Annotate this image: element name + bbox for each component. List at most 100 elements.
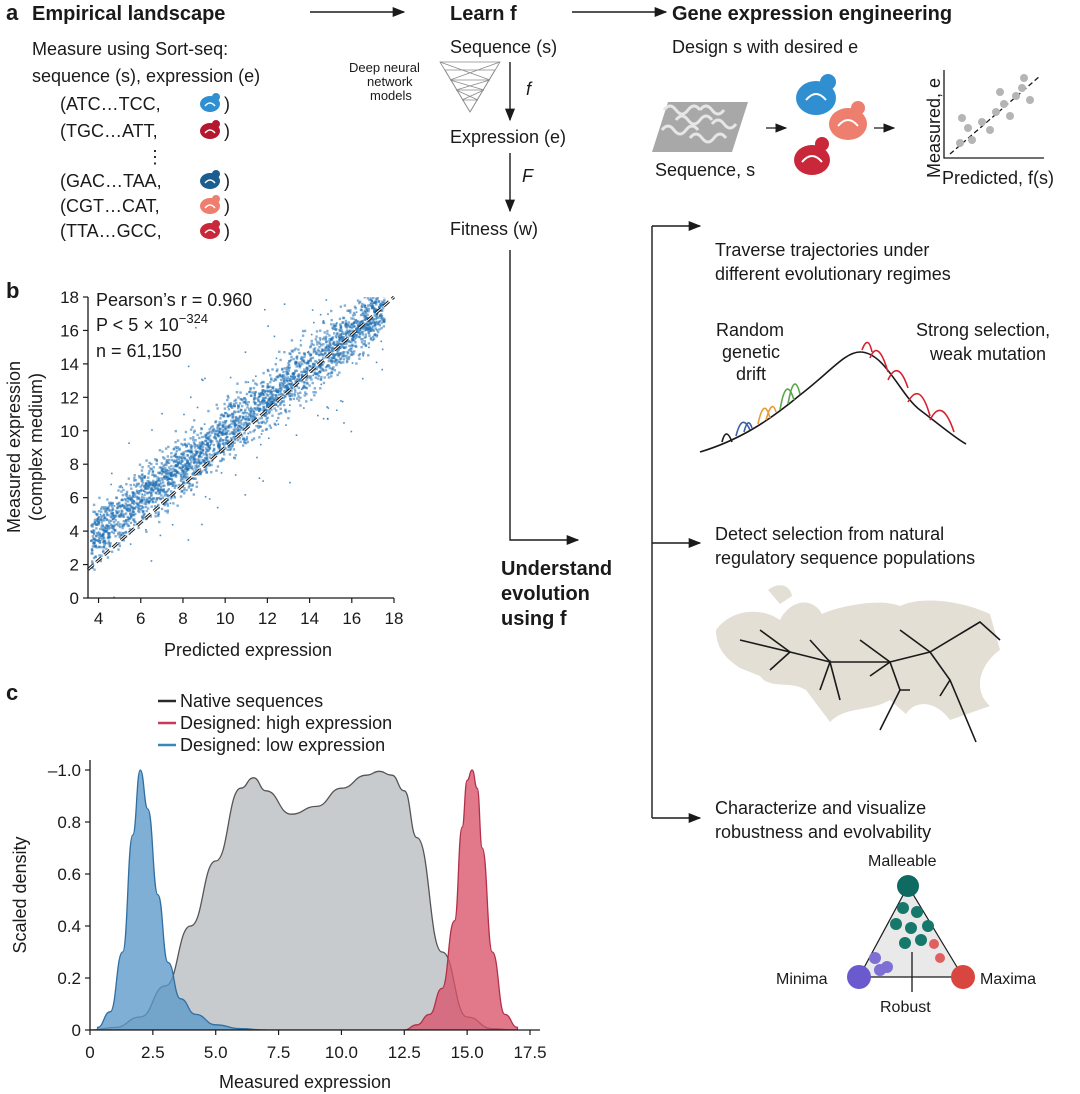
scatter-point <box>295 356 298 359</box>
scatter-point <box>282 396 285 400</box>
scatter-point <box>276 368 279 371</box>
scatter-outlier <box>300 388 303 391</box>
scatter-point <box>237 421 241 424</box>
scatter-point <box>261 399 264 402</box>
scatter-point <box>137 475 141 478</box>
scatter-point <box>101 537 104 541</box>
scatter-point <box>261 389 265 393</box>
scatter-point <box>255 424 258 428</box>
scatter-point <box>176 446 180 449</box>
scatter-point <box>164 509 167 513</box>
scatter-point <box>114 523 117 527</box>
scatter-outlier <box>121 486 124 489</box>
scatter-outlier <box>133 500 136 503</box>
scatter-point <box>232 448 236 451</box>
scatter-point <box>277 388 280 391</box>
scatter-point <box>212 447 216 451</box>
scatter-point <box>353 350 356 353</box>
scatter-point <box>242 437 245 440</box>
scatter-point <box>286 371 289 375</box>
scatter-point <box>126 522 129 525</box>
scatter-point <box>173 454 177 457</box>
panel-b-ylabel-line2: (complex medium) <box>26 373 46 521</box>
scatter-point <box>282 376 285 380</box>
scatter-point <box>289 358 293 362</box>
scatter-point <box>161 496 165 500</box>
scatter-point <box>198 452 202 456</box>
scatter-point <box>310 342 313 345</box>
scatter-point <box>354 345 358 349</box>
scatter-point <box>165 500 168 504</box>
scatter-point <box>314 376 317 379</box>
scatter-point <box>375 315 378 319</box>
scatter-point <box>321 337 324 341</box>
scatter-point <box>175 449 179 453</box>
seq-pair-4: (CGT…CAT, <box>60 196 160 216</box>
scatter-point <box>341 330 344 334</box>
scatter-point <box>237 396 240 399</box>
scatter-point <box>140 501 143 504</box>
scatter-point <box>305 369 309 372</box>
scatter-point <box>192 436 195 439</box>
scatter-point <box>378 324 382 327</box>
scatter-point <box>262 402 265 405</box>
scatter-point <box>140 474 144 477</box>
scatter-point <box>158 483 161 486</box>
scatter-point <box>339 323 342 326</box>
scatter-outlier <box>262 480 264 482</box>
scatter-point <box>176 461 180 464</box>
scatter-point <box>286 367 289 370</box>
scatter-point <box>163 457 166 460</box>
scatter-outlier <box>99 513 102 516</box>
scatter-point <box>247 401 251 404</box>
scatter-point <box>150 505 153 508</box>
scatter-point <box>345 342 348 346</box>
scatter-point <box>210 459 214 463</box>
scatter-outlier <box>113 596 115 598</box>
y-tick-label: 0.4 <box>57 917 81 936</box>
scatter-point <box>90 552 93 555</box>
scatter-point <box>182 489 186 492</box>
scatter-point <box>238 410 241 413</box>
scatter-outlier <box>351 362 354 364</box>
scatter-point <box>274 393 277 397</box>
scatter-point <box>333 327 337 330</box>
scatter-point <box>294 363 297 366</box>
scatter-point <box>176 439 180 442</box>
scatter-point <box>124 531 128 534</box>
scatter-point <box>203 435 206 438</box>
scatter-point <box>324 352 327 355</box>
scatter-point <box>90 523 94 526</box>
scatter-point <box>119 531 122 535</box>
scatter-point <box>334 334 338 338</box>
scatter-point <box>233 399 236 403</box>
scatter-point <box>354 307 357 310</box>
scatter-point <box>208 456 211 459</box>
scatter-outlier <box>327 407 330 409</box>
scatter-point <box>368 329 371 333</box>
scatter-point <box>360 345 363 349</box>
scatter-point <box>138 492 141 495</box>
scatter-point <box>329 349 332 352</box>
scatter-point <box>303 353 307 356</box>
scatter-point <box>101 550 105 554</box>
scatter-outlier <box>104 542 107 545</box>
scatter-point <box>183 442 187 446</box>
scatter-point <box>129 512 132 516</box>
x-tick-label: 10 <box>216 609 235 628</box>
scatter-point <box>256 397 259 400</box>
scatter-outlier <box>306 351 309 354</box>
scatter-point <box>163 494 166 497</box>
scatter-point <box>97 516 100 520</box>
scatter-point <box>189 466 192 470</box>
scatter-point <box>176 470 180 474</box>
scatter-point <box>191 465 194 468</box>
scatter-point <box>333 369 337 372</box>
seq-pair-1: (ATC…TCC, <box>60 94 161 114</box>
scatter-point <box>141 481 144 484</box>
scatter-point <box>231 443 234 446</box>
scatter-point <box>257 424 260 428</box>
scatter-point <box>342 361 345 364</box>
scatter-point <box>145 530 148 534</box>
scatter-outlier <box>327 313 329 315</box>
